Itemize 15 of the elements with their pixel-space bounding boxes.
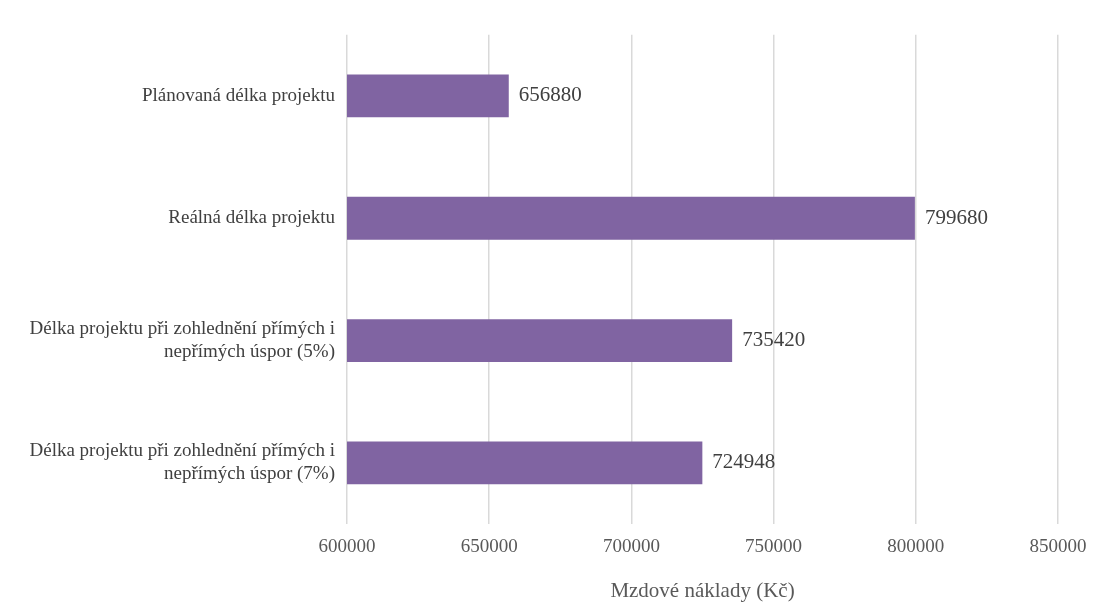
x-tick-label: 800000 xyxy=(887,535,945,557)
x-tick-label: 750000 xyxy=(745,535,803,557)
y-tick-label: Reálná délka projektu xyxy=(168,206,336,228)
x-tick-label: 600000 xyxy=(318,535,376,557)
y-tick-label: Délka projektu při zohlednění přímých i nepřímých úspor (7%) xyxy=(29,439,335,485)
y-tick-label: Délka projektu při zohlednění přímých i nepřímých úspor (5%) xyxy=(29,317,335,362)
data-label: 799680 xyxy=(924,204,988,229)
data-label: 735420 xyxy=(742,327,806,352)
x-axis-title: Mzdové náklady (Kč) xyxy=(610,577,795,602)
data-label: 656880 xyxy=(518,82,582,107)
x-tick-label: 850000 xyxy=(1029,535,1087,557)
data-label: 724948 xyxy=(712,449,776,474)
x-tick-label: 650000 xyxy=(460,535,518,557)
y-tick-label: Plánovaná délka projektu xyxy=(141,83,336,105)
x-tick-label: 700000 xyxy=(602,535,660,557)
